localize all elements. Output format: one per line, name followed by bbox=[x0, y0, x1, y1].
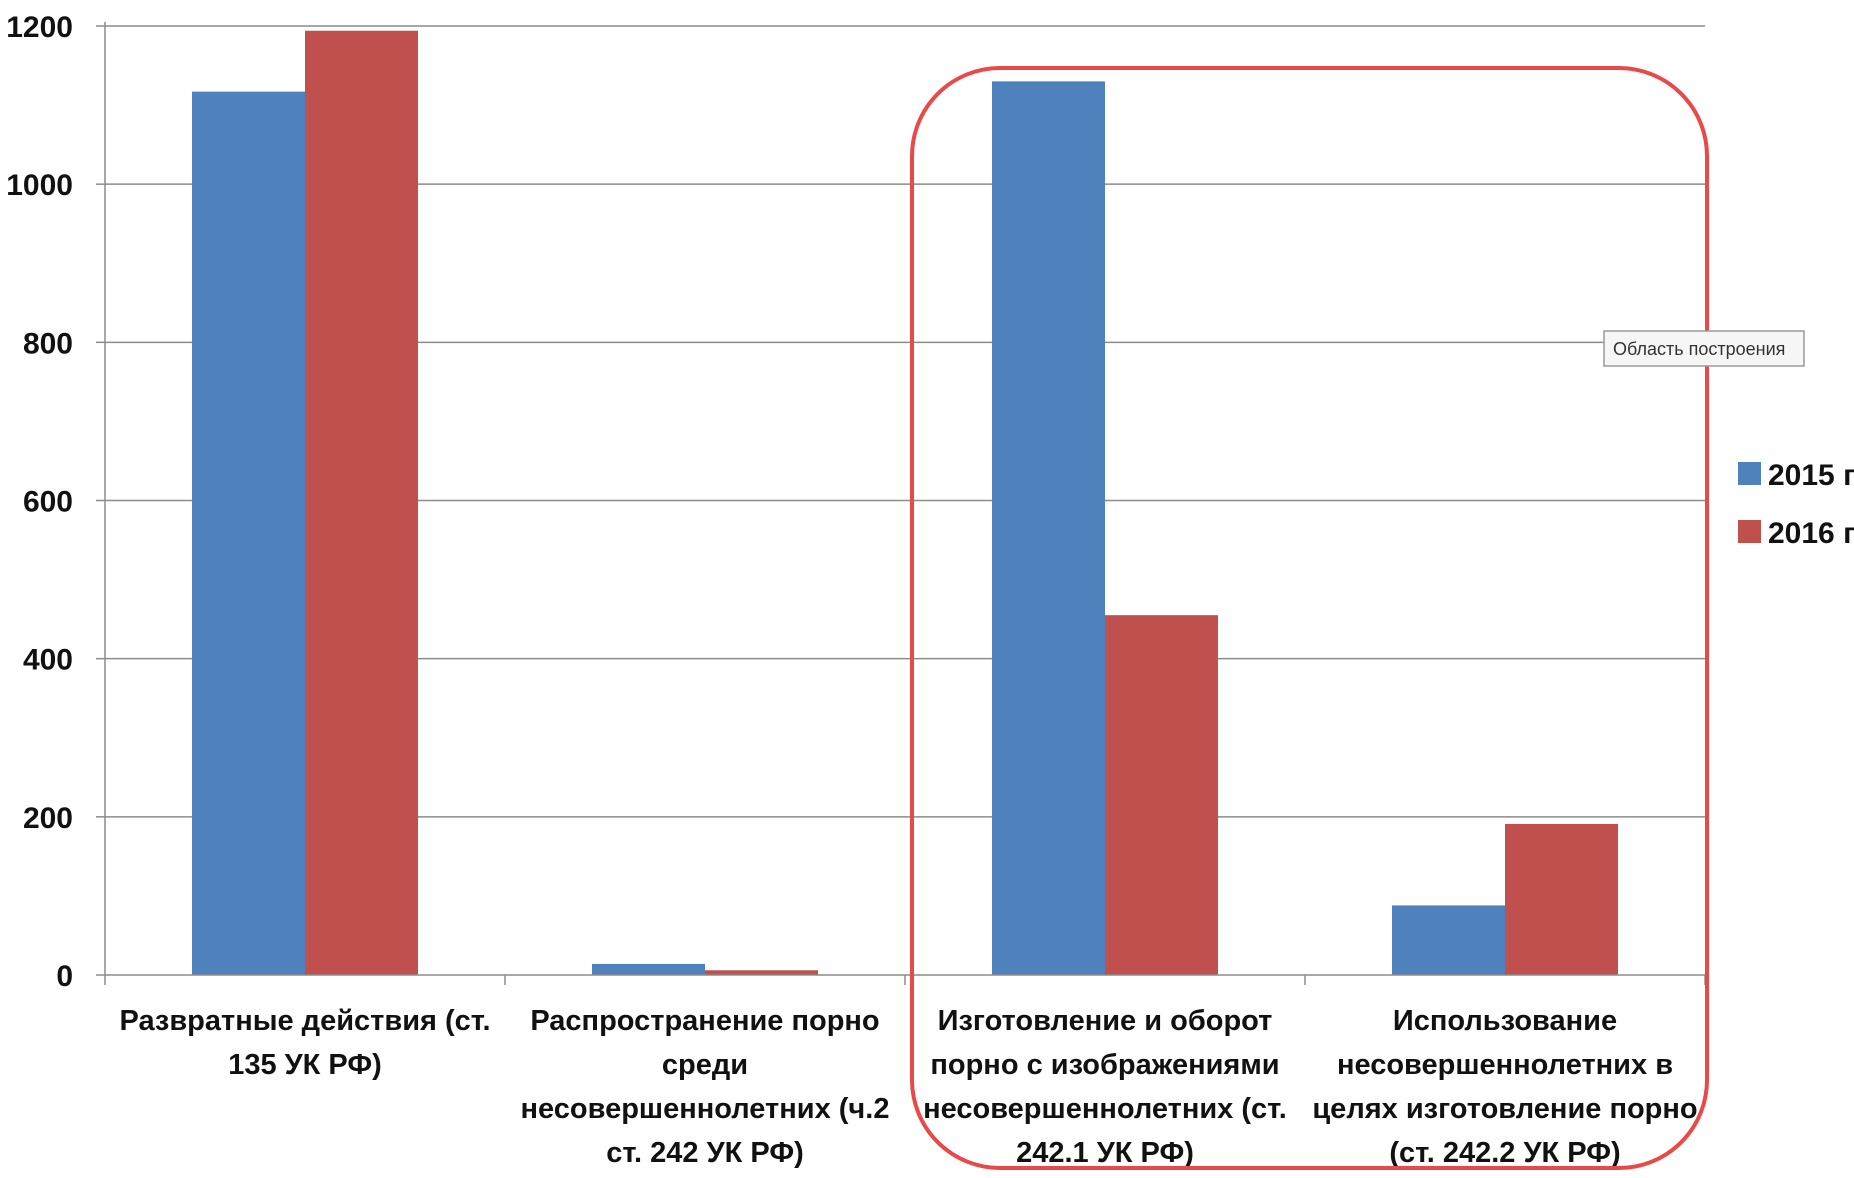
legend-swatch bbox=[1738, 462, 1761, 485]
legend-swatch bbox=[1738, 520, 1761, 543]
x-category-label: Изготовление и оборот порно с изображения… bbox=[923, 1005, 1287, 1169]
bar-2016-г-cat-4 bbox=[1505, 823, 1618, 975]
overlay: Область построения bbox=[910, 66, 1805, 1170]
bar-2015-г-cat-3 bbox=[992, 81, 1105, 975]
x-category-label: Использование несовершеннолетних в целях и… bbox=[1312, 1005, 1697, 1169]
x-category-label: Распространение порно среди несовершенноле… bbox=[521, 1005, 890, 1169]
y-tick-label: 200 bbox=[23, 802, 73, 835]
y-tick-label: 1000 bbox=[6, 169, 73, 202]
x-category-label: Развратные действия (ст. 135 УК РФ) bbox=[119, 1005, 490, 1081]
highlight-frame bbox=[910, 66, 1709, 1170]
bars bbox=[192, 30, 1618, 976]
tooltip-box bbox=[1603, 330, 1805, 367]
tooltip-label: Область построения bbox=[1613, 339, 1785, 359]
bar-2016-г-cat-1 bbox=[305, 30, 418, 976]
legend-label: 2015 г bbox=[1768, 459, 1854, 492]
bar-2015-г-cat-4 bbox=[1392, 905, 1505, 975]
y-tick-label: 0 bbox=[56, 960, 73, 993]
legend-label: 2016 г bbox=[1768, 517, 1854, 550]
bar-2016-г-cat-2 bbox=[705, 970, 818, 975]
bar-2015-г-cat-2 bbox=[592, 963, 705, 975]
bar-2016-г-cat-3 bbox=[1105, 615, 1218, 975]
labels: 0 200 400 600 800 1000 1200 Развратные действия… bbox=[6, 11, 1697, 1169]
y-tick-label: 800 bbox=[23, 327, 73, 360]
y-tick-label: 1200 bbox=[6, 11, 73, 44]
axes bbox=[96, 22, 1706, 985]
bar-2015-г-cat-1 bbox=[192, 91, 305, 976]
y-tick-label: 400 bbox=[23, 644, 73, 677]
legend: 2015 г 2016 г bbox=[1738, 459, 1854, 550]
y-tick-label: 600 bbox=[23, 486, 73, 519]
